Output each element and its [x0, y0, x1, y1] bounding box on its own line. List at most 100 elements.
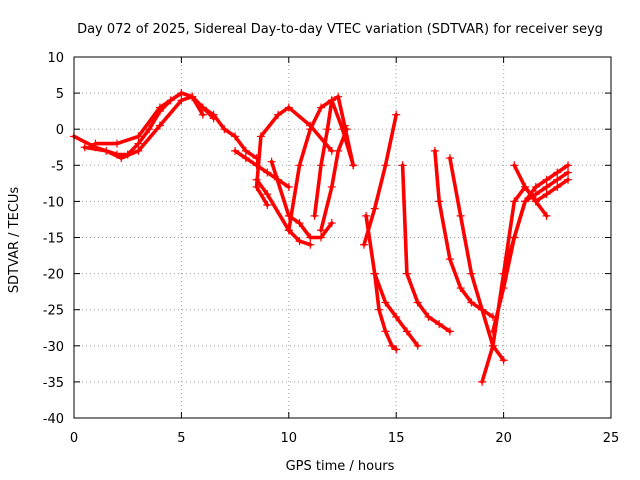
data-point	[317, 103, 326, 112]
data-point	[510, 233, 519, 242]
data-point	[263, 201, 272, 210]
data-point	[334, 92, 343, 101]
data-point	[564, 175, 573, 184]
data-point	[564, 168, 573, 177]
data-point	[499, 284, 508, 293]
data-point	[306, 233, 315, 242]
data-point	[542, 190, 551, 199]
data-point	[387, 341, 396, 350]
y-tick-label: -30	[43, 340, 64, 355]
data-point	[241, 146, 250, 155]
data-point	[284, 182, 293, 191]
data-point	[488, 327, 497, 336]
data-point	[359, 240, 368, 249]
data-point	[327, 219, 336, 228]
data-point	[284, 226, 293, 235]
data-point	[112, 139, 121, 148]
data-point	[80, 143, 89, 152]
series-sat-m	[370, 269, 422, 350]
data-point	[510, 161, 519, 170]
data-point	[362, 211, 371, 220]
data-point	[252, 175, 261, 184]
data-point	[456, 284, 465, 293]
data-point	[334, 146, 343, 155]
data-point	[478, 305, 487, 314]
data-point	[256, 132, 265, 141]
data-point	[398, 161, 407, 170]
data-point	[188, 92, 197, 101]
series-sat-i	[310, 92, 358, 220]
data-point	[155, 103, 164, 112]
x-axis-label: GPS time / hours	[286, 459, 395, 474]
data-point	[263, 168, 272, 177]
x-tick-label: 5	[177, 431, 185, 446]
series-line	[233, 149, 291, 189]
series-sat-g	[267, 157, 336, 242]
data-point	[231, 132, 240, 141]
data-point	[134, 132, 143, 141]
series-line	[319, 127, 349, 233]
data-point	[430, 146, 439, 155]
series-line	[269, 159, 334, 240]
data-point	[310, 211, 319, 220]
data-point	[327, 96, 336, 105]
series-line	[400, 163, 452, 334]
data-point	[263, 190, 272, 199]
series-line	[512, 163, 570, 204]
data-point	[155, 121, 164, 130]
data-point	[102, 146, 111, 155]
data-point	[435, 197, 444, 206]
data-point	[381, 327, 390, 336]
y-tick-label: 10	[47, 51, 64, 66]
data-point	[284, 103, 293, 112]
data-point	[381, 161, 390, 170]
x-tick-label: 0	[70, 431, 78, 446]
data-point	[370, 269, 379, 278]
data-point	[220, 125, 229, 134]
data-point	[392, 345, 401, 354]
y-tick-label: -5	[51, 159, 64, 174]
axis-ticks: 0 5 10 15 20 25 10 5 0 -5 -10 -15 -20 -25 -30 -35 -40	[43, 51, 620, 446]
data-point	[531, 197, 540, 206]
data-point	[91, 139, 100, 148]
data-point	[478, 377, 487, 386]
data-point	[145, 125, 154, 134]
data-traces	[70, 89, 573, 386]
data-point	[317, 226, 326, 235]
series-sat-j	[317, 125, 351, 235]
x-tick-label: 15	[388, 431, 405, 446]
y-axis-label: SDTVAR / TECUs	[7, 187, 22, 294]
y-tick-label: -35	[43, 376, 64, 391]
data-point	[467, 269, 476, 278]
data-point	[177, 96, 186, 105]
data-point	[424, 312, 433, 321]
data-point	[274, 110, 283, 119]
data-point	[542, 175, 551, 184]
series-sat-s	[499, 168, 573, 278]
data-point	[402, 327, 411, 336]
data-point	[542, 182, 551, 191]
data-point	[327, 182, 336, 191]
data-point	[306, 125, 315, 134]
data-point	[295, 237, 304, 246]
x-tick-label: 25	[603, 431, 620, 446]
data-point	[499, 356, 508, 365]
data-point	[499, 269, 508, 278]
data-point	[413, 298, 422, 307]
data-point	[392, 312, 401, 321]
y-tick-label: -15	[43, 232, 64, 247]
data-point	[317, 233, 326, 242]
chart-title: Day 072 of 2025, Sidereal Day-to-day VTE…	[77, 22, 603, 37]
data-point	[252, 182, 261, 191]
data-point	[198, 110, 207, 119]
data-point	[381, 298, 390, 307]
data-point	[295, 219, 304, 228]
data-point	[134, 146, 143, 155]
y-tick-label: 0	[56, 123, 64, 138]
data-point	[413, 341, 422, 350]
data-point	[402, 269, 411, 278]
data-point	[510, 197, 519, 206]
data-point	[375, 305, 384, 314]
y-tick-label: -40	[43, 412, 64, 427]
